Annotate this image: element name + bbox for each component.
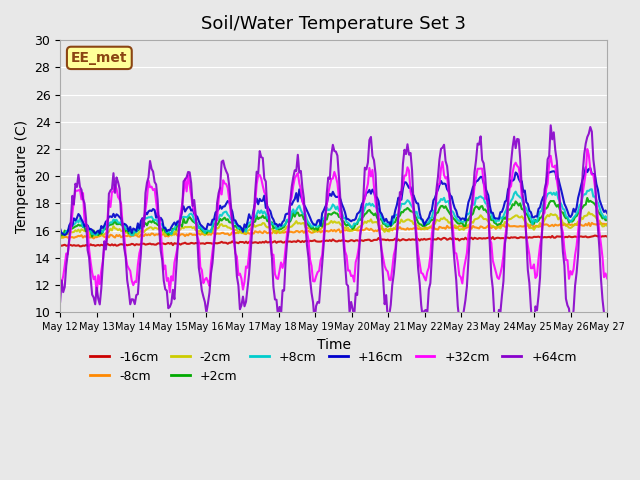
Title: Soil/Water Temperature Set 3: Soil/Water Temperature Set 3 [201,15,466,33]
Y-axis label: Temperature (C): Temperature (C) [15,120,29,233]
Legend: -16cm, -8cm, -2cm, +2cm, +8cm, +16cm, +32cm, +64cm: -16cm, -8cm, -2cm, +2cm, +8cm, +16cm, +3… [86,346,582,388]
Text: EE_met: EE_met [71,51,127,65]
X-axis label: Time: Time [317,337,351,352]
